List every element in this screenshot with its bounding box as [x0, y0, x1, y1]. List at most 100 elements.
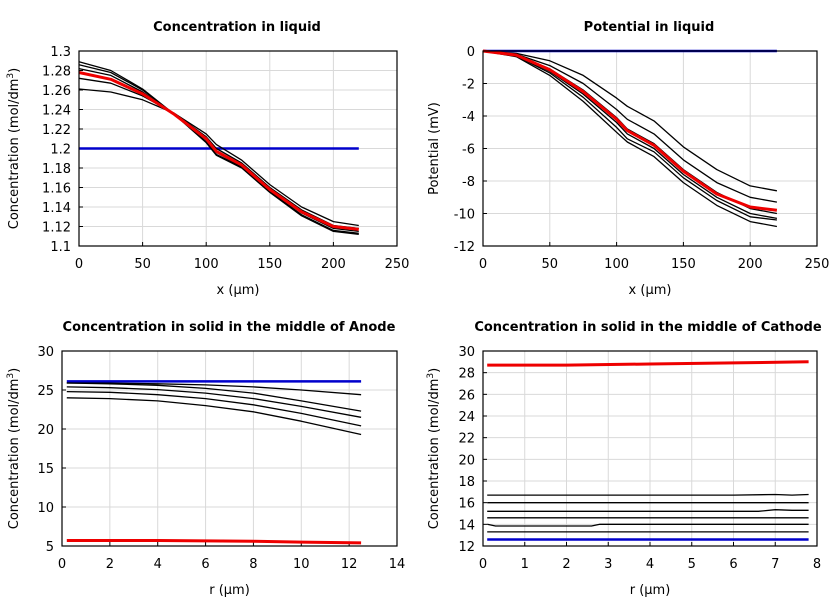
chart-title: Concentration in solid in the middle of … [63, 320, 396, 335]
x-tick-label: 4 [154, 557, 162, 572]
x-tick-label: 100 [604, 257, 629, 272]
chart-title: Concentration in solid in the middle of … [474, 320, 822, 335]
y-tick-label: 1.12 [42, 221, 71, 236]
series-line-t2 [482, 50, 778, 203]
y-tick-label: 0 [467, 45, 475, 60]
y-tick-label: 5 [46, 540, 54, 555]
plot-frame [482, 50, 818, 247]
x-tick-label: 250 [805, 257, 830, 272]
y-tick-label: 14 [458, 518, 475, 533]
y-tick-label: 1.16 [42, 182, 71, 197]
x-tick-label: 7 [771, 557, 779, 572]
x-tick-label: 10 [293, 557, 310, 572]
x-axis-label: r (µm) [630, 583, 671, 598]
y-tick-label: 20 [458, 453, 475, 468]
chart-panel-2: 0 50 100 150 200 250 0 -2 -4 -6 -8 -10 -12 Potential … [427, 20, 829, 298]
y-axis-label: Concentration (mol/dm3) [6, 368, 22, 530]
x-tick-label: 2 [106, 557, 114, 572]
x-tick-label: 150 [257, 257, 282, 272]
y-tick-label: -6 [462, 143, 475, 158]
x-tick-label: 6 [201, 557, 209, 572]
x-tick-label: 14 [389, 557, 406, 572]
x-tick-label: 200 [321, 257, 346, 272]
x-tick-label: 200 [738, 257, 763, 272]
y-tick-label: -4 [462, 110, 475, 125]
x-tick-label: 1 [521, 557, 529, 572]
x-axis-label: r (µm) [209, 583, 250, 598]
y-tick-label: 1.26 [42, 84, 71, 99]
x-tick-label: 50 [134, 257, 151, 272]
y-tick-label: 10 [37, 501, 54, 516]
x-axis-label: x (µm) [217, 283, 260, 298]
series-line-t2 [66, 382, 362, 412]
y-tick-label: 22 [458, 432, 475, 447]
series-line-t5 [78, 61, 359, 235]
x-axis-label: x (µm) [629, 283, 672, 298]
chart-panel-3: 0 2 4 6 8 10 12 14 5 10 15 20 25 30 Concentration in s… [6, 320, 405, 598]
series-line-final [487, 360, 809, 367]
series-line-t3 [487, 509, 809, 512]
y-axis-label: Potential (mV) [427, 102, 442, 195]
x-tick-label: 12 [341, 557, 358, 572]
y-tick-label: 18 [458, 475, 475, 490]
series-line-t1 [487, 493, 809, 496]
plot-frame [78, 50, 398, 247]
y-tick-label: 16 [458, 497, 475, 512]
x-tick-label: 6 [729, 557, 737, 572]
y-tick-label: -12 [454, 240, 475, 255]
series-line-t5 [487, 523, 809, 527]
y-tick-label: 1.14 [42, 201, 71, 216]
x-tick-label: 8 [813, 557, 821, 572]
x-tick-label: 250 [385, 257, 410, 272]
x-tick-label: 0 [479, 557, 487, 572]
y-tick-label: 1.18 [42, 162, 71, 177]
y-tick-label: 26 [458, 388, 475, 403]
series-line-t4 [66, 390, 362, 427]
y-tick-label: 1.1 [50, 240, 71, 255]
y-tick-label: 15 [37, 462, 54, 477]
series-line-t6 [482, 50, 778, 228]
y-tick-label: 28 [458, 367, 475, 382]
series-line-t1 [66, 382, 362, 396]
y-tick-label: -8 [462, 175, 475, 190]
series-line-t4 [482, 50, 778, 220]
y-tick-label: 1.28 [42, 65, 71, 80]
y-tick-label: 1.24 [42, 104, 71, 119]
y-tick-label: 24 [458, 410, 475, 425]
chart-panel-1: 0 50 100 150 200 250 1.1 1.12 1.14 1.16 1.18 1.2 1.2… [6, 20, 409, 298]
x-tick-label: 150 [671, 257, 696, 272]
series-line-t5 [482, 50, 777, 221]
x-tick-label: 8 [249, 557, 257, 572]
x-tick-label: 2 [562, 557, 570, 572]
series-line-t1 [482, 50, 778, 192]
y-tick-label: 30 [458, 345, 475, 360]
chart-title: Concentration in liquid [153, 20, 321, 35]
x-tick-label: 3 [604, 557, 612, 572]
x-tick-label: 4 [646, 557, 654, 572]
series-line-final [78, 71, 359, 231]
series-line-t3 [66, 386, 362, 418]
y-tick-label: 1.2 [50, 143, 71, 158]
x-tick-label: 0 [75, 257, 83, 272]
x-tick-label: 0 [58, 557, 66, 572]
series-line-t5 [66, 397, 362, 436]
plot-frame [482, 350, 818, 547]
chart-panel-4: 0 1 2 3 4 5 6 7 812141618202224262830Concentrati… [426, 320, 822, 598]
chart-title: Potential in liquid [584, 20, 715, 35]
x-tick-label: 0 [479, 257, 487, 272]
y-tick-label: -2 [462, 78, 475, 93]
y-tick-label: 20 [37, 423, 54, 438]
series-line-t1 [78, 88, 359, 227]
y-axis-label: Concentration (mol/dm3) [426, 368, 442, 530]
y-tick-label: 1.3 [50, 45, 71, 60]
plot-frame [61, 350, 398, 547]
y-axis-label: Concentration (mol/dm3) [6, 68, 22, 230]
x-tick-label: 50 [542, 257, 559, 272]
y-tick-label: 12 [458, 540, 475, 555]
y-tick-label: 1.22 [42, 123, 71, 138]
y-tick-label: 30 [37, 345, 54, 360]
x-tick-label: 5 [688, 557, 696, 572]
series-line-final [66, 539, 362, 545]
y-tick-label: 25 [37, 384, 54, 399]
